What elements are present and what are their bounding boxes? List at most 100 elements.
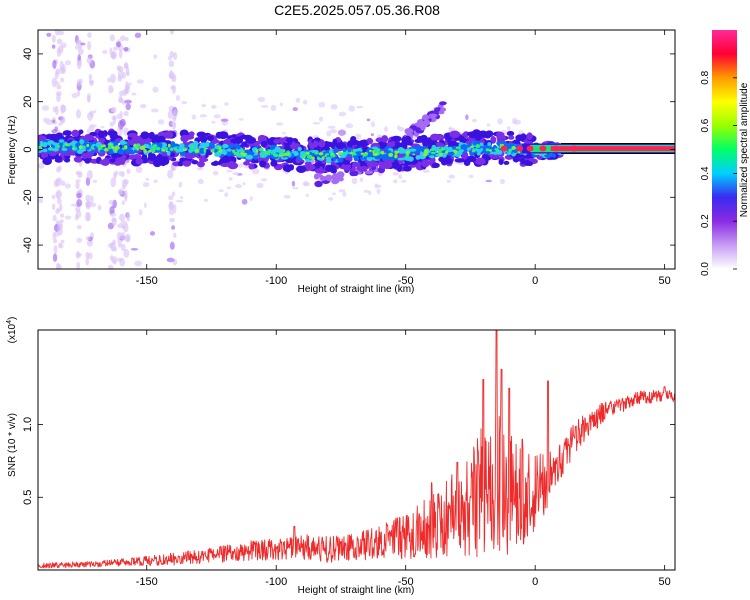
spectrogram-faint-blob xyxy=(181,101,188,105)
spectrogram-band-core xyxy=(199,147,206,154)
spectrogram-band-peak xyxy=(282,149,286,153)
spectrogram-band-core xyxy=(397,157,405,161)
spectrogram-band-peak xyxy=(165,147,169,151)
spectrogram-band-blob xyxy=(197,160,205,168)
spectrogram-faint-blob xyxy=(485,179,492,183)
colorbar-tick-label: 0.8 xyxy=(700,70,711,84)
spectrogram-streak-blob xyxy=(121,184,126,190)
spectrogram-band-blob xyxy=(248,163,255,170)
spectrogram-streak-blob xyxy=(76,79,82,87)
spectrogram-faint-blob xyxy=(226,186,232,190)
spectrogram-streak-blob xyxy=(53,179,59,188)
spectrogram-band-core xyxy=(409,148,417,152)
spectrogram-band-blob xyxy=(314,162,321,170)
spectrogram-band-blob xyxy=(361,165,368,172)
spectrogram-faint-blob xyxy=(312,122,321,125)
spectrogram-band-core xyxy=(334,148,339,153)
spectrogram-band-blob xyxy=(308,165,316,170)
spectrogram-faint-blob xyxy=(64,215,72,220)
spectrogram-band-peak xyxy=(394,150,400,154)
spectrogram-y-tick-label: -20 xyxy=(22,189,34,205)
spectrogram-faint-blob xyxy=(157,119,165,125)
spectrogram-streak-blob xyxy=(86,169,93,180)
spectrogram-band-blob xyxy=(169,152,176,158)
snr-frame xyxy=(37,329,676,571)
spectrogram-band-blob xyxy=(454,158,465,163)
spectrogram-streak-blob xyxy=(87,41,92,51)
spectrogram-band-blob xyxy=(368,161,379,167)
spectrogram-faint-blob xyxy=(468,174,474,179)
spectrogram-band-peak xyxy=(273,153,276,157)
spectrogram-streak-blob xyxy=(167,169,174,179)
spectrogram-band-peak xyxy=(489,149,492,152)
spectrogram-band-peak xyxy=(56,144,60,149)
spectrogram-band-peak xyxy=(349,151,354,155)
spectrogram-band-blob xyxy=(151,137,159,144)
spectrogram-band-peak xyxy=(422,153,428,157)
spectrogram-branch-blob xyxy=(428,113,438,118)
spectrogram-band-blob xyxy=(401,137,407,146)
spectrogram-faint-blob xyxy=(88,125,95,130)
spectrogram-faint-blob xyxy=(55,192,63,197)
spectrogram-band-blob xyxy=(100,158,110,166)
spectrogram-faint-blob xyxy=(211,120,216,124)
spectrogram-faint-blob xyxy=(249,196,253,202)
spectrogram-band-blob xyxy=(290,142,301,150)
spectrogram-faint-blob xyxy=(363,189,370,193)
spectrogram-band-core xyxy=(340,154,346,159)
spectrogram-faint-blob xyxy=(76,237,83,243)
spectrogram-band-peak xyxy=(86,143,90,148)
spectrogram-x-tick-label: 0 xyxy=(532,275,538,287)
spectrogram-streak-blob xyxy=(85,236,91,241)
spectrogram-branch-blob xyxy=(314,180,323,188)
spectrogram-branch-blob xyxy=(422,114,430,121)
spectrogram-faint-blob xyxy=(282,131,286,135)
spectrogram-faint-blob xyxy=(220,118,229,122)
spectrogram-streak-blob xyxy=(173,52,178,60)
spectrogram-band-peak xyxy=(194,148,200,153)
spectrogram-faint-blob xyxy=(376,188,381,195)
spectrogram-band-core xyxy=(380,154,389,160)
spectrogram-band-core xyxy=(245,154,254,160)
spectrogram-band-peak xyxy=(211,148,215,153)
spectrogram-faint-blob xyxy=(52,235,57,240)
spectrogram-faint-blob xyxy=(211,104,217,109)
spectrogram-band-core xyxy=(407,156,414,162)
spectrogram-band-blob xyxy=(217,131,229,140)
spectrogram-faint-blob xyxy=(506,126,511,131)
spectrogram-faint-blob xyxy=(130,248,139,251)
spectrogram-band-blob xyxy=(141,153,148,161)
spectrogram-streak-blob xyxy=(171,225,176,230)
spectrogram-marks xyxy=(38,30,675,269)
spectrogram-faint-blob xyxy=(153,54,158,59)
spectrogram-band-peak xyxy=(78,145,83,149)
spectrogram-streak-blob xyxy=(122,89,128,96)
spectrogram-faint-blob xyxy=(446,179,451,183)
spectrogram-band-core xyxy=(416,149,420,153)
spectrogram-band-blob xyxy=(325,164,337,172)
spectrogram-faint-blob xyxy=(178,181,183,188)
spectrogram-faint-blob xyxy=(143,202,147,209)
spectrogram-streak-blob xyxy=(118,50,123,59)
spectrogram-faint-blob xyxy=(235,184,243,189)
spectrogram-band-peak xyxy=(143,148,147,153)
spectrogram-band-peak xyxy=(148,149,152,153)
spectrogram-band-core xyxy=(205,141,210,147)
spectrogram-streak-blob xyxy=(124,193,128,202)
spectrogram-band-blob xyxy=(386,141,396,148)
spectrogram-band-blob xyxy=(431,162,440,169)
colorbar: 0.0 0.2 0.4 0.6 0.8 Normalized spectral ampl… xyxy=(700,30,750,276)
spectrogram-streak-blob xyxy=(59,213,65,218)
spectrogram-faint-blob xyxy=(226,169,233,173)
spectrogram-band-peak xyxy=(236,151,240,155)
spectrogram-streak-blob xyxy=(172,85,176,94)
spectrogram-faint-blob xyxy=(38,197,44,204)
spectrogram-band-peak xyxy=(338,151,342,155)
spectrogram-streak-blob xyxy=(87,32,92,38)
spectrogram-streak-blob xyxy=(52,214,57,222)
spectrogram-faint-blob xyxy=(241,198,248,205)
spectrogram-band-blob xyxy=(342,160,351,165)
spectrogram-streak-blob xyxy=(107,264,114,269)
spectrogram-band-core xyxy=(71,140,78,144)
